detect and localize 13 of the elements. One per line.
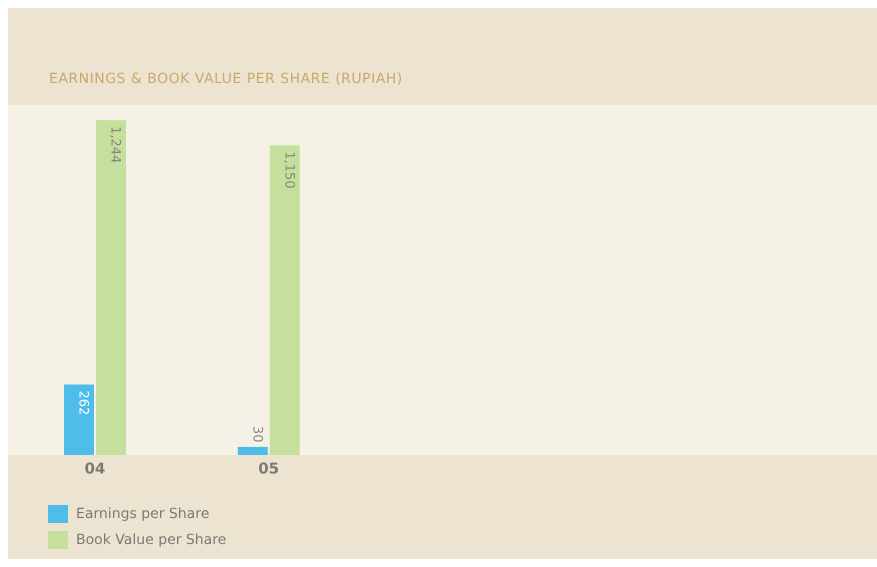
data-label: 1,150 xyxy=(281,151,296,189)
bar xyxy=(270,145,300,455)
data-label: 1,244 xyxy=(108,126,122,164)
bar xyxy=(64,384,94,455)
chart-title: EARNINGS & BOOK VALUE PER SHARE (RUPIAH) xyxy=(49,71,403,87)
bar xyxy=(96,120,126,455)
legend-label: Book Value per Share xyxy=(76,532,226,548)
x-tick-label: 05 xyxy=(258,460,280,478)
data-label: 262 xyxy=(76,390,90,416)
data-label: 30 xyxy=(249,426,264,442)
x-tick-label: 04 xyxy=(84,460,106,478)
legend-label: Earnings per Share xyxy=(76,506,210,522)
bar xyxy=(238,446,268,455)
